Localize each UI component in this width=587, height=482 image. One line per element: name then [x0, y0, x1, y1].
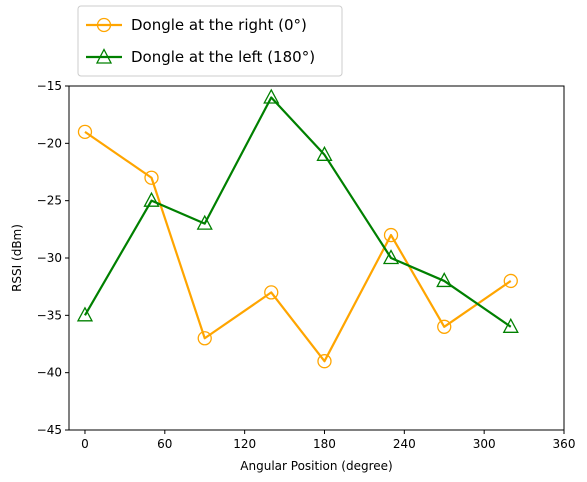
y-tick-label: −35: [37, 308, 62, 322]
series-layer: [76, 88, 519, 369]
x-axis-ticks: 0 60 120 180 240 300 360: [81, 430, 575, 451]
x-tick-label: 300: [473, 437, 496, 451]
y-tick-label: −20: [37, 136, 62, 150]
legend-label-right: Dongle at the right (0°): [131, 16, 307, 34]
data-point: [144, 170, 159, 185]
data-point: [382, 249, 400, 265]
y-axis-label: RSSI (dBm): [10, 224, 24, 292]
y-tick-label: −25: [37, 194, 62, 208]
legend-marker-right: [96, 17, 112, 33]
y-tick-label: −40: [37, 366, 62, 380]
x-tick-label: 180: [313, 437, 336, 451]
plot-area: [68, 85, 565, 431]
series-line: [84, 96, 512, 328]
legend-frame: [77, 5, 343, 77]
data-point: [316, 145, 333, 161]
data-point: [264, 285, 279, 300]
data-point: [317, 354, 332, 369]
data-point: [196, 214, 213, 230]
y-tick-label: −30: [37, 251, 62, 265]
y-tick-label: −45: [37, 423, 62, 437]
y-tick-label: −15: [37, 79, 62, 93]
x-axis-label: Angular Position (degree): [240, 459, 392, 473]
data-point: [76, 306, 94, 322]
legend-label-left: Dongle at the left (180°): [131, 48, 315, 66]
data-point: [383, 227, 399, 243]
data-point: [263, 88, 280, 104]
legend-marker-left: [95, 48, 113, 64]
x-tick-label: 120: [233, 437, 256, 451]
y-axis-ticks: −45 −40 −35 −30 −25 −20 −15: [37, 79, 69, 437]
series-left: [76, 88, 519, 333]
legend: Dongle at the right (0°) Dongle at the l…: [77, 5, 343, 77]
data-point: [502, 317, 519, 333]
data-point: [143, 191, 160, 207]
data-point: [436, 272, 453, 288]
x-tick-label: 60: [157, 437, 172, 451]
x-tick-label: 360: [553, 437, 576, 451]
data-point: [197, 331, 212, 346]
data-point: [77, 124, 93, 140]
data-point: [437, 319, 452, 334]
data-point: [503, 273, 518, 289]
x-tick-label: 0: [81, 437, 89, 451]
x-tick-label: 240: [393, 437, 416, 451]
